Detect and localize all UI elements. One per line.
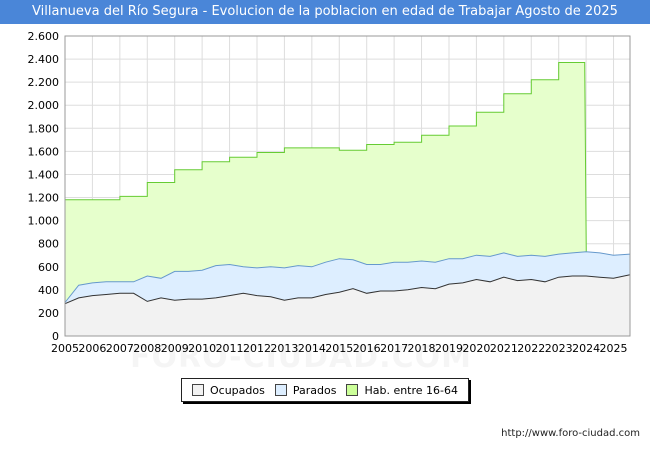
x-tick-label: 2015 [325, 342, 353, 354]
series-areas [64, 62, 631, 336]
legend-label-parados: Parados [292, 383, 337, 397]
x-axis-ticks: 2005 2006 2007 2008 2009 2010 2011 2012 2013 2014… [51, 342, 628, 354]
chart-title: Villanueva del Río Segura - Evolucion de… [0, 0, 650, 24]
x-tick-label: 2016 [353, 342, 381, 354]
y-tick-label: 1.800 [28, 122, 60, 135]
x-tick-label: 2021 [490, 342, 518, 354]
x-tick-label: 2023 [545, 342, 573, 354]
x-tick-label: 2013 [270, 342, 298, 354]
x-tick-label: 2005 [51, 342, 79, 354]
x-tick-label: 2019 [435, 342, 463, 354]
x-tick-label: 2014 [298, 342, 326, 354]
y-tick-label: 2.000 [28, 99, 60, 112]
y-tick-label: 600 [38, 261, 59, 274]
series-line-parados [64, 251, 631, 303]
x-tick-label: 2009 [161, 342, 189, 354]
x-tick-label: 2017 [380, 342, 408, 354]
x-tick-label: 2010 [188, 342, 216, 354]
legend-label-ocupados: Ocupados [210, 383, 265, 397]
legend-label-habitantes: Hab. entre 16-64 [364, 383, 459, 397]
series-line-ocupados [64, 274, 631, 305]
legend: Ocupados Parados Hab. entre 16-64 [181, 378, 469, 402]
series-line-hab-entre-16-64 [65, 62, 588, 307]
y-tick-label: 1.400 [28, 168, 60, 181]
area-chart: 0 200 400 600 800 1.000 1.200 1.400 1.600 1.800 2.… [28, 30, 631, 354]
x-tick-label: 2008 [133, 342, 161, 354]
source-link[interactable]: http://www.foro-ciudad.com [501, 428, 640, 439]
x-tick-label: 2024 [572, 342, 600, 354]
y-tick-label: 800 [38, 238, 59, 251]
legend-swatch-habitantes [346, 384, 359, 396]
x-tick-label: 2011 [216, 342, 244, 354]
legend-swatch-ocupados [192, 384, 204, 396]
x-tick-label: 2012 [243, 342, 271, 354]
y-tick-label: 1.200 [28, 192, 60, 205]
plot-frame [64, 35, 631, 337]
watermark: FORO-CIUDAD.COM [130, 340, 472, 375]
y-tick-label: 2.600 [28, 30, 60, 43]
legend-item-habitantes: Hab. entre 16-64 [346, 384, 458, 397]
y-tick-label: 1.600 [28, 145, 60, 158]
y-tick-label: 200 [38, 307, 59, 320]
x-tick-label: 2025 [600, 342, 628, 354]
y-tick-label: 2.200 [28, 76, 60, 89]
x-tick-label: 2022 [517, 342, 545, 354]
legend-swatch-parados [274, 384, 287, 396]
y-tick-label: 2.400 [28, 53, 60, 66]
x-tick-label: 2018 [408, 342, 436, 354]
x-tick-label: 2007 [106, 342, 134, 354]
y-tick-label: 1.000 [28, 215, 60, 228]
x-tick-label: 2006 [78, 342, 106, 354]
legend-item-parados: Parados [274, 383, 337, 397]
y-tick-label: 0 [52, 330, 59, 343]
x-tick-label: 2020 [462, 342, 490, 354]
series-area-ocupados [65, 274, 630, 336]
y-axis-ticks: 0 200 400 600 800 1.000 1.200 1.400 1.600 1.800 2.… [28, 30, 60, 343]
y-tick-label: 400 [38, 284, 59, 297]
legend-item-ocupados: Ocupados [192, 384, 265, 397]
